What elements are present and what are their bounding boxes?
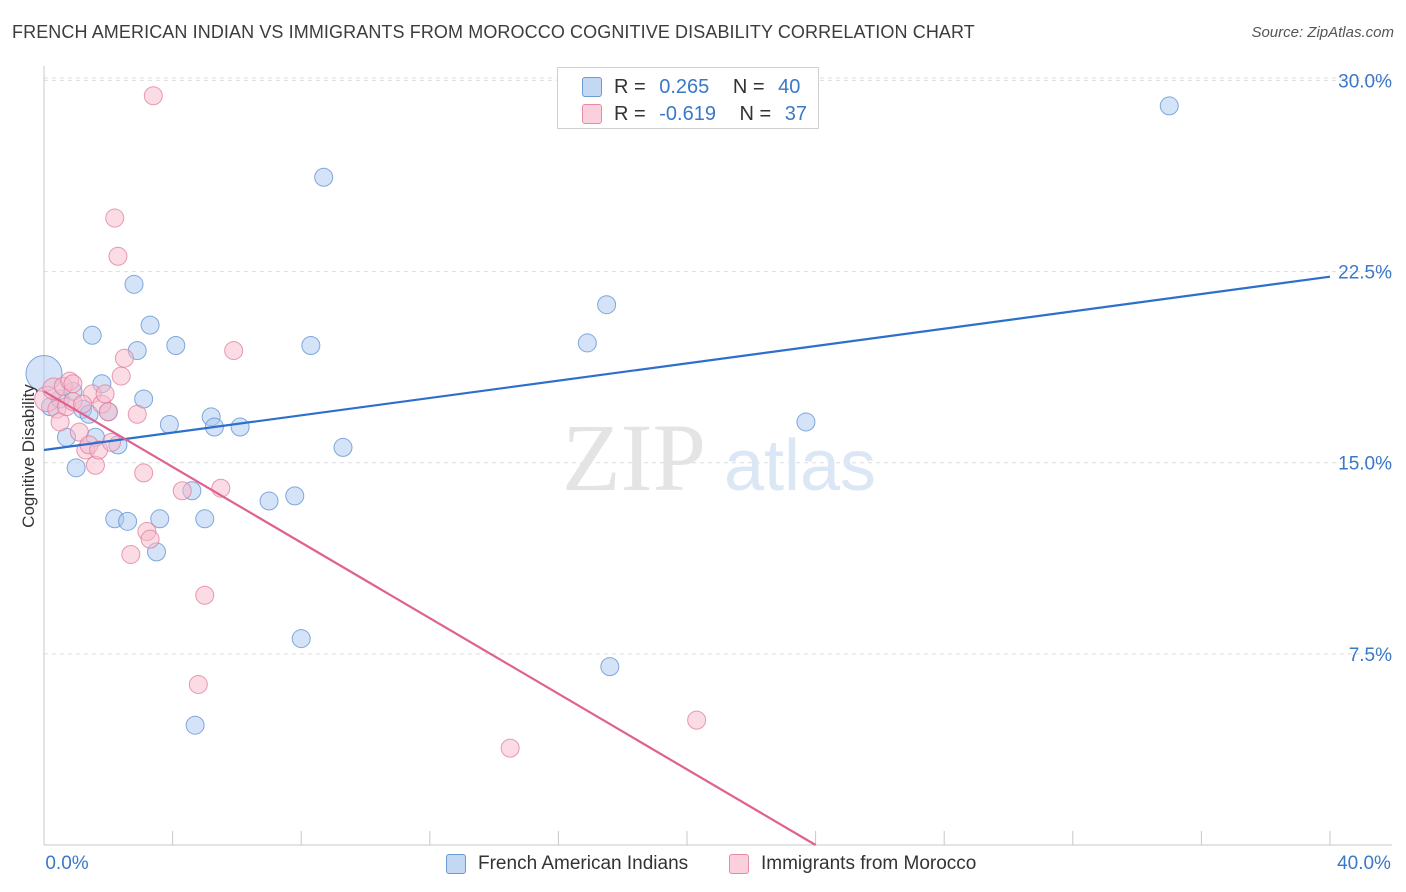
y-tick-label: 22.5%	[1338, 263, 1392, 284]
french-american-indian-point	[185, 715, 205, 735]
watermark-zip: ZIP	[562, 404, 706, 511]
morocco-immigrant-point	[105, 208, 125, 228]
morocco-immigrant-point	[134, 463, 154, 483]
french-american-indian-point	[195, 509, 215, 529]
french-american-indian-trend-line	[43, 275, 1331, 452]
french-american-indian-point	[600, 657, 620, 677]
morocco-immigrant-point	[111, 366, 131, 386]
morocco-immigrant-point	[69, 422, 89, 442]
trend-lines	[43, 275, 1331, 846]
pink-swatch	[582, 104, 602, 124]
blue-swatch	[446, 854, 466, 874]
x-tick-label-min: 0.0%	[45, 853, 88, 874]
french-american-indian-point	[1159, 96, 1179, 116]
r-label: R =	[614, 102, 646, 125]
morocco-immigrant-point	[63, 374, 83, 394]
morocco-immigrant-point	[85, 455, 105, 475]
n-label: N =	[732, 75, 765, 98]
morocco-immigrant-point	[172, 481, 192, 501]
french-american-indian-point	[314, 167, 334, 187]
morocco-immigrant-point	[95, 384, 115, 404]
morocco-immigrant-point	[188, 674, 208, 694]
french-american-indian-point	[82, 325, 102, 345]
french-american-indian-point	[285, 486, 305, 506]
french-american-indian-point	[291, 629, 311, 649]
gridlines	[44, 77, 1390, 655]
data-points	[25, 86, 1179, 758]
morocco-immigrant-point	[687, 710, 707, 730]
french-american-indian-point	[124, 274, 144, 294]
french-american-indian-point	[230, 417, 250, 437]
source-label: Source: ZipAtlas.com	[1251, 24, 1394, 41]
morocco-immigrant-point	[143, 86, 163, 106]
n-value: 40	[778, 75, 801, 98]
blue-swatch	[582, 77, 602, 97]
morocco-immigrant-point	[140, 529, 160, 549]
y-tick-label: 30.0%	[1338, 71, 1392, 92]
axes: 7.5% 15.0% 22.5% 30.0%	[43, 66, 1392, 846]
morocco-immigrant-point	[121, 544, 141, 564]
morocco-immigrant-point	[127, 404, 147, 424]
french-american-indian-point	[577, 333, 597, 353]
watermark: ZIP atlas	[562, 404, 876, 511]
french-american-indian-point	[118, 511, 138, 531]
morocco-immigrant-trend-line	[43, 390, 817, 846]
n-value: 37	[784, 102, 808, 125]
watermark-atlas: atlas	[724, 426, 876, 506]
french-american-indian-point	[796, 412, 816, 432]
french-american-indian-point	[333, 437, 353, 457]
morocco-immigrant-point	[108, 246, 128, 266]
french-american-indian-point	[140, 315, 160, 335]
chart-title: FRENCH AMERICAN INDIAN VS IMMIGRANTS FRO…	[12, 22, 975, 42]
french-american-indian-point	[66, 458, 86, 478]
y-tick-label: 7.5%	[1349, 645, 1392, 666]
r-label: R =	[614, 75, 646, 98]
legend-label: Immigrants from Morocco	[761, 853, 977, 874]
r-value: -0.619	[659, 102, 716, 125]
french-american-indian-point	[166, 335, 186, 355]
x-tick-label-max: 40.0%	[1337, 853, 1391, 874]
morocco-immigrant-point	[195, 585, 215, 605]
morocco-immigrant-point	[224, 341, 244, 361]
morocco-immigrant-point	[500, 738, 520, 758]
french-american-indian-point	[259, 491, 279, 511]
morocco-immigrant-point	[98, 402, 118, 422]
legend-label: French American Indians	[478, 853, 689, 874]
french-american-indian-point	[597, 295, 617, 315]
french-american-indian-point	[150, 509, 170, 529]
bottom-legend-french-american-indians: French American Indians	[446, 852, 688, 876]
french-american-indian-point	[301, 335, 321, 355]
r-value: 0.265	[659, 75, 710, 98]
morocco-immigrant-point	[114, 348, 134, 368]
y-tick-label: 15.0%	[1338, 454, 1392, 475]
french-american-indian-point	[159, 414, 179, 434]
n-label: N =	[739, 102, 772, 125]
correlation-legend: R = 0.265 N = 40 R = -0.619 N = 37	[557, 67, 819, 129]
pink-swatch	[729, 854, 749, 874]
y-axis-label: Cognitive Disability	[19, 384, 38, 528]
bottom-legend-immigrants-from-morocco: Immigrants from Morocco	[729, 852, 976, 876]
